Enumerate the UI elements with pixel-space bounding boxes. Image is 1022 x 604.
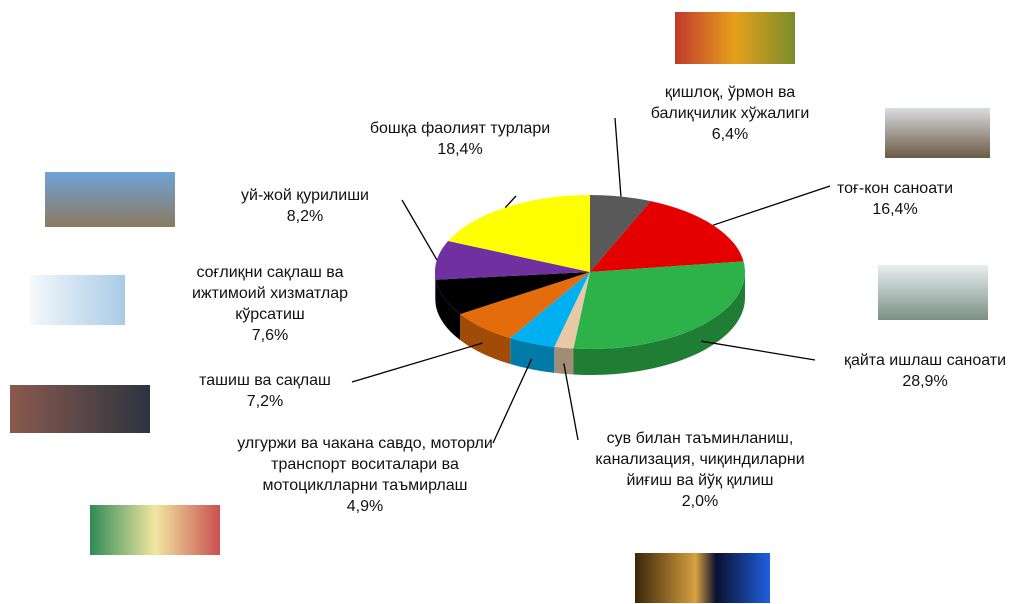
slice-side	[460, 314, 511, 365]
value-label: 2,0%	[681, 493, 719, 510]
slice-side	[554, 346, 574, 375]
leader-line	[351, 342, 483, 383]
slice	[510, 272, 590, 347]
slice	[573, 261, 746, 349]
value-label: 6,4%	[711, 126, 749, 143]
slice-label: ташиш ва сақлаш 7,2%	[175, 370, 355, 412]
leader-line	[504, 195, 517, 208]
leader-line	[614, 117, 622, 197]
slice-side	[510, 338, 555, 373]
value-label: 16,4%	[872, 201, 918, 218]
photo	[675, 12, 795, 64]
slice-label: соғлиқни сақлаш ва ижтимоий хизматлар кў…	[160, 262, 380, 346]
value-label: 7,2%	[246, 393, 284, 410]
slice	[435, 272, 590, 315]
photo	[885, 108, 990, 158]
category-label: уй-жой қурилиши	[241, 187, 369, 204]
category-label: бошқа фаолият турлари	[369, 120, 551, 137]
category-label: ташиш ва сақлаш	[199, 372, 331, 389]
leader-line	[401, 199, 438, 261]
value-label: 7,6%	[251, 327, 289, 344]
slice	[590, 195, 651, 272]
slice-side	[435, 272, 436, 306]
category-label: қишлоқ, ўрмон ва балиқчилик хўжалиги	[650, 84, 810, 122]
photo	[10, 385, 150, 433]
slice-label: тоғ-кон саноати 16,4%	[800, 178, 990, 220]
leader-line	[712, 185, 831, 226]
slice	[590, 201, 744, 272]
category-label: улгуржи ва чакана савдо, моторли транспо…	[237, 435, 493, 494]
slice-label: бошқа фаолият турлари 18,4%	[330, 118, 590, 160]
value-label: 28,9%	[902, 373, 948, 390]
slice	[435, 240, 590, 280]
slice-label: улгуржи ва чакана савдо, моторли транспо…	[235, 433, 495, 517]
category-label: сув билан таъминланиш, канализация, чиқи…	[595, 430, 805, 489]
value-label: 8,2%	[286, 208, 324, 225]
slice-label: уй-жой қурилиши 8,2%	[200, 185, 410, 227]
category-label: соғлиқни сақлаш ва ижтимоий хизматлар кў…	[191, 264, 349, 323]
category-label: тоғ-кон саноати	[836, 180, 953, 197]
photo	[90, 505, 220, 555]
slice	[448, 195, 590, 272]
slice-side	[435, 279, 461, 341]
slice-label: қайта ишлаш саноати 28,9%	[805, 350, 1022, 392]
photo	[635, 553, 770, 603]
slice	[460, 272, 590, 339]
photo	[878, 265, 988, 320]
leader-line	[492, 358, 533, 444]
leader-line	[563, 363, 579, 441]
photo	[45, 172, 175, 227]
slice-label: сув билан таъминланиш, канализация, чиқи…	[575, 428, 825, 512]
slice-label: қишлоқ, ўрмон ва балиқчилик хўжалиги 6,4%	[625, 82, 835, 145]
value-label: 18,4%	[437, 141, 483, 158]
leader-line	[437, 311, 444, 314]
slice-side	[573, 272, 745, 375]
leader-line	[701, 340, 816, 361]
category-label: қайта ишлаш саноати	[843, 352, 1007, 369]
photo	[30, 275, 125, 325]
slice	[554, 272, 590, 349]
value-label: 4,9%	[346, 498, 384, 515]
